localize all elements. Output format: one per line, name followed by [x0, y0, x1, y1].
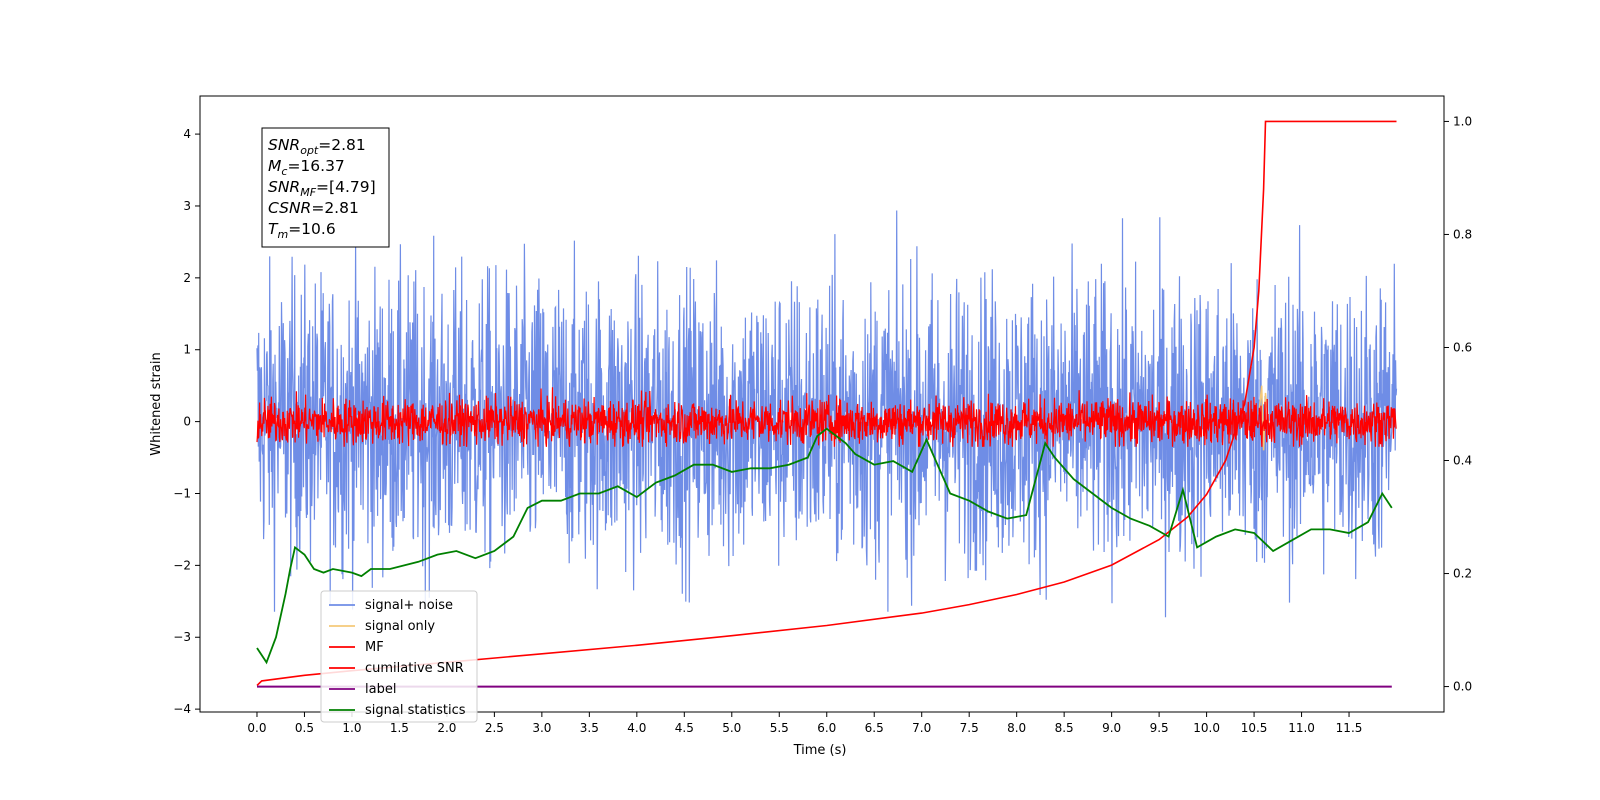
- x-tick-label: 4.0: [627, 721, 646, 735]
- x-tick-label: 7.0: [912, 721, 931, 735]
- legend-label: signal statistics: [365, 703, 466, 718]
- y2-tick-label: 1.0: [1453, 114, 1472, 128]
- y-tick-label: 0: [183, 415, 191, 429]
- x-tick-label: 8.0: [1007, 721, 1026, 735]
- annotation-line: Mc=16.37: [268, 157, 345, 178]
- y-axis-right-ticks: 1.0 0.8 0.6 0.4 0.2 0.0: [1444, 114, 1472, 694]
- legend-frame: [320, 590, 478, 723]
- series-mf: [256, 387, 1397, 447]
- x-tick-label: 10.0: [1193, 721, 1220, 735]
- y-tick-label: −3: [173, 630, 191, 644]
- x-tick-label: 0.5: [295, 721, 314, 735]
- x-axis-label: Time (s): [793, 743, 847, 758]
- annotation-frame: [261, 127, 390, 248]
- y-tick-label: 1: [183, 343, 191, 357]
- y-tick-label: −1: [173, 486, 191, 500]
- legend-label: cumilative SNR: [365, 661, 464, 676]
- x-tick-label: 11.0: [1288, 721, 1315, 735]
- x-tick-label: 9.0: [1102, 721, 1121, 735]
- plot-frame: [199, 95, 1445, 713]
- x-tick-label: 3.5: [580, 721, 599, 735]
- x-tick-label: 6.0: [817, 721, 836, 735]
- series-signal-noise: [256, 210, 1398, 618]
- y-tick-label: −2: [173, 558, 191, 572]
- x-tick-label: 9.5: [1150, 721, 1169, 735]
- x-tick-label: 2.5: [485, 721, 504, 735]
- x-tick-label: 6.5: [865, 721, 884, 735]
- legend-label: signal only: [365, 619, 435, 634]
- legend-label: signal+ noise: [365, 598, 453, 613]
- x-tick-label: 3.0: [532, 721, 551, 735]
- y-tick-label: 4: [183, 127, 191, 141]
- annotation-line: SNRopt=2.81: [268, 136, 366, 157]
- legend-label: label: [365, 682, 396, 697]
- y2-tick-label: 0.4: [1453, 454, 1472, 468]
- x-tick-label: 1.5: [390, 721, 409, 735]
- series-signal-statistics: [256, 427, 1393, 665]
- legend: signal+ noise signal only MF cumilative SNR…: [320, 590, 478, 723]
- x-tick-label: 11.5: [1336, 721, 1363, 735]
- legend-label: MF: [365, 640, 384, 655]
- x-tick-label: 5.5: [770, 721, 789, 735]
- annotation-line: CSNR=2.81: [268, 199, 359, 217]
- y-axis-left-ticks: 4 3 2 1 0 −1 −2 −3 −4: [173, 127, 200, 716]
- y2-tick-label: 0.8: [1453, 227, 1472, 241]
- y-tick-label: −4: [173, 702, 191, 716]
- annotation-line: Tm=10.6: [268, 220, 336, 241]
- series-signal-only: [1258, 385, 1270, 451]
- x-tick-label: 8.5: [1055, 721, 1074, 735]
- x-tick-label: 10.5: [1241, 721, 1268, 735]
- x-axis-ticks: 0.0 0.5 1.0 1.5 2.0 2.5 3.0 3.5 4.0 4.5 5.0 5.5 6.0 6…: [247, 712, 1362, 735]
- x-tick-label: 7.5: [960, 721, 979, 735]
- y-axis-label: Whitened strain: [149, 352, 164, 455]
- x-tick-label: 0.0: [247, 721, 266, 735]
- annotation-line: SNRMF=[4.79]: [268, 178, 376, 199]
- x-tick-label: 5.0: [722, 721, 741, 735]
- y2-tick-label: 0.0: [1453, 680, 1472, 694]
- y2-tick-label: 0.6: [1453, 340, 1472, 354]
- annotation-box: SNRopt=2.81Mc=16.37SNRMF=[4.79]CSNR=2.81…: [261, 127, 390, 248]
- x-tick-label: 1.0: [342, 721, 361, 735]
- y-tick-label: 3: [183, 199, 191, 213]
- y2-tick-label: 0.2: [1453, 567, 1472, 581]
- x-tick-label: 4.5: [675, 721, 694, 735]
- x-tick-label: 2.0: [437, 721, 456, 735]
- y-tick-label: 2: [183, 271, 191, 285]
